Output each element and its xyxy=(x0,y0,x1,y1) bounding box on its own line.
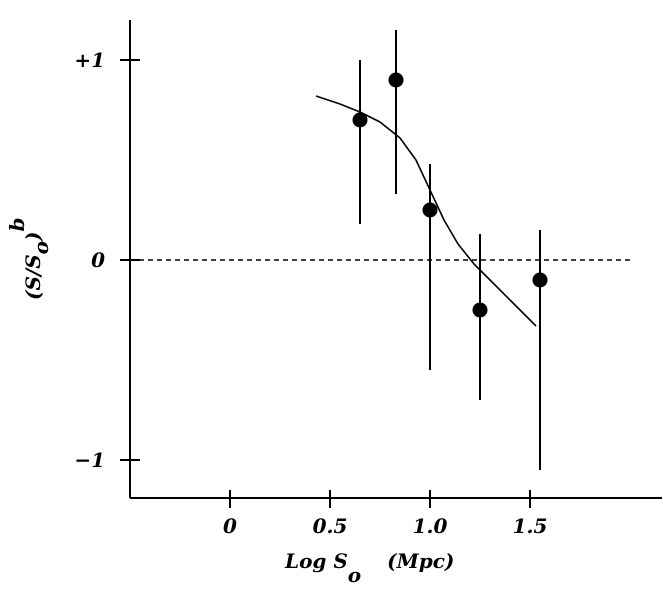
y-axis-label-sup: b xyxy=(5,218,29,232)
y-axis-label-close: ) xyxy=(21,232,45,242)
data-point xyxy=(532,272,548,288)
x-tick-label: 1.0 xyxy=(413,514,448,538)
data-point xyxy=(422,202,438,218)
ticks: 0 0.5 1.0 1.5 +1 0 −1 xyxy=(74,48,547,538)
data-point xyxy=(352,112,368,128)
series xyxy=(130,30,630,470)
x-axis-label-sub: o xyxy=(348,563,361,587)
x-tick-label: 1.5 xyxy=(513,514,548,538)
data-point xyxy=(388,72,404,88)
x-tick-label: 0 xyxy=(223,514,237,538)
y-tick-label: +1 xyxy=(74,48,105,72)
y-axis-label: (S/So)b xyxy=(5,218,53,300)
x-axis-label: Log So (Mpc) xyxy=(284,549,454,587)
x-tick-label: 0.5 xyxy=(313,514,348,538)
x-axis-label-unit: (Mpc) xyxy=(387,549,454,573)
y-axis-label-sub: o xyxy=(29,241,53,254)
y-tick-label: 0 xyxy=(91,248,105,272)
data-point xyxy=(472,302,488,318)
x-axis-label-main: Log S xyxy=(284,549,348,573)
y-axis-label-main: (S/S xyxy=(21,254,45,300)
y-tick-label: −1 xyxy=(74,448,105,472)
